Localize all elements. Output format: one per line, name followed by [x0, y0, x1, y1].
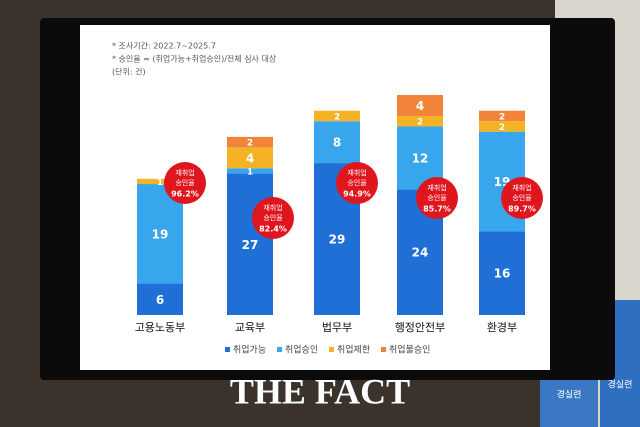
- legend-label: 취업불승인: [389, 345, 430, 356]
- rate-bubble: [501, 177, 543, 219]
- note: * 승인율 = (취업가능+취업승인)/전체 심사 대상: [112, 54, 277, 64]
- rate-bubble: [252, 197, 294, 239]
- rate-bubble: [416, 177, 458, 219]
- value-label: 6: [156, 293, 164, 307]
- bar-segment: [227, 147, 273, 169]
- bar-segment: [397, 115, 443, 127]
- rate-label: 82.4%: [259, 225, 287, 234]
- rate-bubble: [164, 162, 206, 204]
- note: * 조사기간: 2022.7~2025.7: [112, 41, 216, 51]
- value-label: 1: [157, 178, 163, 188]
- bar-segment: [479, 121, 525, 132]
- rate-label: 85.7%: [423, 205, 451, 214]
- bar-segment: [227, 173, 273, 315]
- rate-label: 96.2%: [171, 190, 199, 199]
- value-label: 2: [417, 118, 423, 128]
- value-label: 4: [416, 99, 424, 113]
- category-label: 교육부: [235, 321, 265, 334]
- note: (단위: 건): [112, 67, 146, 77]
- value-label: 16: [494, 267, 511, 281]
- rate-title: 재취업: [512, 184, 531, 192]
- rate-title: 승인율: [347, 178, 367, 187]
- watermark: THE FACT: [230, 371, 410, 411]
- value-label: 29: [329, 233, 346, 247]
- rate-title: 재취업: [263, 204, 282, 212]
- value-label: 2: [499, 123, 505, 133]
- legend-swatch: [381, 347, 386, 352]
- value-label: 1: [247, 167, 253, 177]
- bar-segment: [227, 136, 273, 148]
- value-label: 24: [412, 246, 429, 260]
- value-label: 12: [412, 151, 429, 165]
- rate-title: 승인율: [263, 213, 283, 222]
- value-label: 2: [499, 112, 505, 122]
- bar-segment: [397, 95, 443, 116]
- bar-segment: [137, 178, 183, 185]
- legend-swatch: [277, 347, 282, 352]
- rate-title: 승인율: [427, 193, 447, 202]
- value-label: 8: [333, 136, 341, 150]
- legend-swatch: [329, 347, 334, 352]
- value-label: 2: [247, 139, 253, 149]
- rate-title: 재취업: [427, 184, 446, 192]
- legend-label: 취업제한: [337, 345, 370, 356]
- rate-bubble: [336, 162, 378, 204]
- bar-segment: [137, 283, 183, 315]
- sign-text: 경실련: [608, 379, 633, 391]
- rate-label: 94.9%: [343, 190, 371, 199]
- value-label: 27: [242, 238, 259, 252]
- category-label: 행정안전부: [395, 321, 446, 334]
- category-label: 법무부: [322, 321, 352, 334]
- bar-segment: [479, 231, 525, 315]
- category-label: 고용노동부: [135, 321, 186, 334]
- watermark-site: TF.CO.KR: [364, 356, 405, 366]
- rate-title: 승인율: [175, 178, 195, 187]
- value-label: 19: [152, 227, 169, 241]
- rate-label: 89.7%: [508, 205, 536, 214]
- rate-title: 승인율: [512, 193, 532, 202]
- legend-swatch: [225, 347, 230, 352]
- bar-segment: [479, 110, 525, 122]
- bar-segment: [314, 110, 360, 122]
- rate-title: 재취업: [175, 169, 194, 177]
- sign-text: 경실련: [557, 389, 582, 401]
- legend-label: 취업승인: [285, 345, 318, 356]
- value-label: 2: [334, 112, 340, 122]
- bar-segment: [314, 121, 360, 164]
- category-label: 환경부: [487, 321, 517, 334]
- legend-label: 취업가능: [233, 345, 266, 356]
- bar-segment: [227, 168, 273, 174]
- rate-title: 재취업: [347, 169, 366, 177]
- value-label: 4: [246, 151, 254, 165]
